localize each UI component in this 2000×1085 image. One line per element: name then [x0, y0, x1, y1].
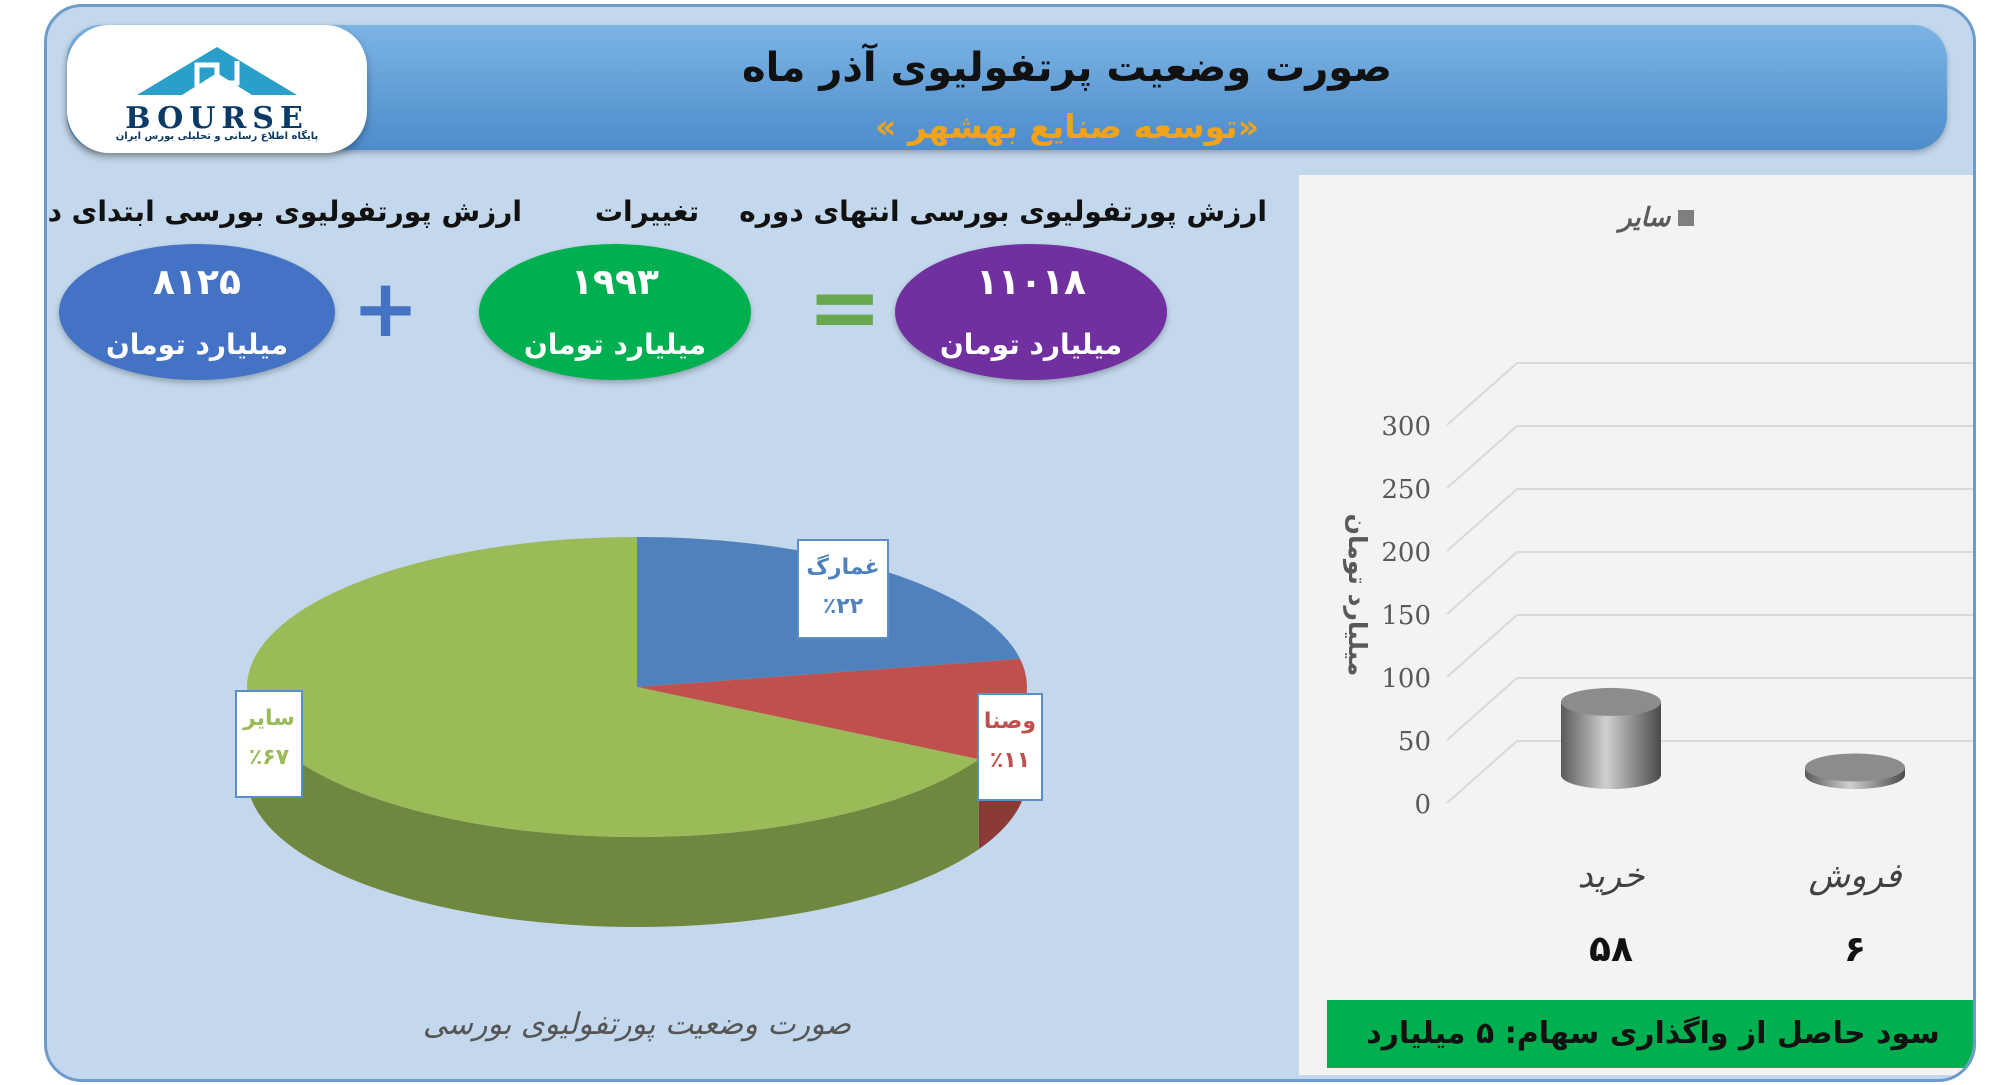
logo-tagline: پایگاه اطلاع رسانی و تحلیلی بورس ایران: [115, 131, 319, 142]
bar-1: [1805, 753, 1905, 789]
pie-label-vesna-percent: ٪۱۱: [989, 748, 1031, 773]
pie-label-sayer-percent: ٪۶۷: [248, 745, 290, 770]
pie-side-2-0: [247, 687, 979, 928]
change-unit: میلیارد تومان: [523, 328, 707, 361]
bar-data-label: ۶: [1844, 929, 1866, 970]
y-tick-label: 100: [1381, 664, 1431, 694]
y-tick-label: 0: [1414, 790, 1431, 820]
plus-sign: +: [352, 262, 420, 355]
header-banner: صورت وضعیت پرتفولیوی آذر ماه «توسعه صنای…: [67, 25, 1947, 150]
y-tick-label: 300: [1381, 412, 1431, 442]
grid-diag-50: [1446, 677, 1518, 741]
equals-sign: =: [807, 255, 883, 360]
start-value-label: ارزش پورتفولیوی بورسی ابتدای دوره: [44, 195, 522, 228]
page-title: صورت وضعیت پرتفولیوی آذر ماه: [742, 45, 1392, 91]
start-value-oval: ۸۱۲۵ میلیارد تومان: [59, 244, 335, 380]
bourse-logo: BOURSE پایگاه اطلاع رسانی و تحلیلی بورس …: [67, 25, 367, 153]
pie-label-sayer-name: سایر: [243, 706, 295, 731]
bar-chart-legend: سایر: [1619, 203, 1695, 233]
bar-chart: 0 50 100 150 200 250 300 میلیارد تومان خرید ۵۸ فرو…: [1342, 362, 1973, 970]
x-category-label: خرید: [1577, 856, 1645, 896]
change-number: ۱۹۹۳: [571, 262, 659, 303]
y-axis-label: میلیارد تومان: [1342, 514, 1372, 677]
pie-label-ghmarg-percent: ٪۲۲: [822, 594, 864, 619]
pie-label-ghmarg: غمارگ ٪۲۲: [797, 539, 889, 639]
pie-chart: [247, 537, 1027, 928]
logo-mark-icon: [137, 47, 297, 95]
start-value-number: ۸۱۲۵: [153, 262, 241, 303]
change-oval: ۱۹۹۳ میلیارد تومان: [479, 244, 751, 380]
pie-slice-1: [637, 658, 1027, 760]
end-value-number: ۱۱۰۱۸: [976, 262, 1086, 303]
end-value-unit: میلیارد تومان: [939, 328, 1123, 361]
pie-slice-2: [247, 537, 979, 837]
y-tick-label: 200: [1381, 538, 1431, 568]
bar-0: [1561, 687, 1661, 789]
end-value-oval: ۱۱۰۱۸ میلیارد تومان: [895, 244, 1167, 380]
legend-series-name: سایر: [1619, 203, 1671, 233]
start-value-unit: میلیارد تومان: [105, 328, 289, 361]
grid-diag-100: [1446, 614, 1518, 678]
pie-label-ghmarg-name: غمارگ: [806, 555, 880, 580]
bar-body: [1561, 701, 1661, 789]
end-value-label: ارزش پورتفولیوی بورسی انتهای دوره: [739, 195, 1267, 228]
pie-label-sayer: سایر ٪۶۷: [235, 690, 303, 798]
x-category-label: فروش: [1809, 856, 1903, 896]
pie-label-vesna-name: وصنا: [983, 709, 1037, 734]
y-tick-label: 50: [1398, 727, 1431, 757]
page-subtitle: «توسعه صنایع بهشهر »: [874, 107, 1260, 146]
bar-gridlines: [1446, 362, 1973, 804]
dashboard-frame: صورت وضعیت پرتفولیوی آذر ماه «توسعه صنای…: [44, 4, 1976, 1082]
grid-diag-300: [1446, 362, 1518, 426]
grid-diag-200: [1446, 488, 1518, 552]
pie-label-vesna: وصنا ٪۱۱: [977, 693, 1043, 801]
pie-chart-title: صورت وضعیت پورتفولیوی بورسی: [422, 1007, 852, 1042]
grid-diag-250: [1446, 425, 1518, 489]
legend-swatch: [1678, 210, 1695, 226]
bar-chart-panel: 0 50 100 150 200 250 300 میلیارد تومان خرید ۵۸ فرو…: [1299, 175, 1973, 1075]
grid-diag-0: [1446, 740, 1518, 804]
bar-top: [1805, 753, 1905, 782]
grid-diag-150: [1446, 551, 1518, 615]
logo-wordmark: BOURSE: [125, 101, 309, 136]
profit-banner: سود حاصل از واگذاری سهام: ۵ میلیارد توما…: [1327, 1000, 1973, 1068]
y-tick-label: 150: [1381, 601, 1431, 631]
bar-data-label: ۵۸: [1589, 929, 1633, 970]
bar-top: [1561, 687, 1661, 716]
y-tick-label: 250: [1381, 475, 1431, 505]
change-label: تغییرات: [594, 195, 700, 228]
